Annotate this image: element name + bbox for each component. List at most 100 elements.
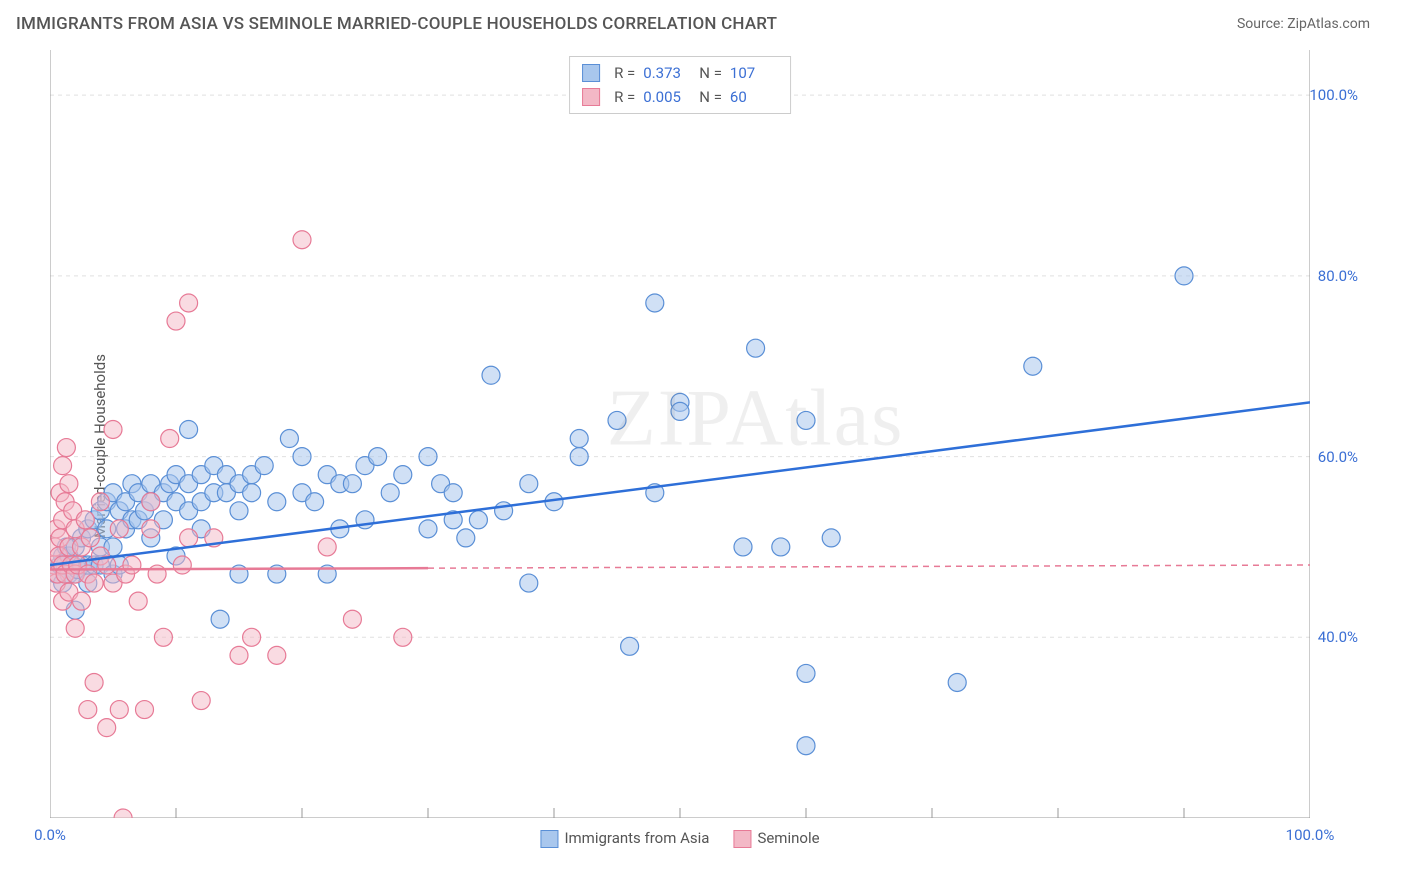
- scatter-point: [180, 294, 198, 312]
- scatter-point: [394, 628, 412, 646]
- scatter-point: [180, 420, 198, 438]
- legend-swatch: [582, 64, 600, 82]
- scatter-point: [268, 493, 286, 511]
- n-label: N =: [699, 61, 722, 85]
- legend-label: Seminole: [757, 829, 819, 847]
- scatter-point: [104, 420, 122, 438]
- scatter-point: [230, 502, 248, 520]
- legend-swatch: [540, 830, 558, 848]
- scatter-point: [230, 646, 248, 664]
- scatter-point: [57, 439, 75, 457]
- scatter-point: [747, 339, 765, 357]
- scatter-point: [671, 402, 689, 420]
- legend-label: Immigrants from Asia: [564, 829, 709, 847]
- r-label: R =: [614, 61, 635, 85]
- scatter-point: [243, 484, 261, 502]
- scatter-point: [243, 628, 261, 646]
- scatter-point: [570, 448, 588, 466]
- n-value: 107: [730, 61, 778, 85]
- scatter-point: [66, 619, 84, 637]
- scatter-point: [797, 737, 815, 755]
- n-label: N =: [699, 85, 722, 109]
- scatter-point: [123, 556, 141, 574]
- scatter-point: [110, 701, 128, 719]
- scatter-point: [797, 664, 815, 682]
- scatter-point: [54, 457, 72, 475]
- scatter-point: [343, 610, 361, 628]
- y-tick-label: 100.0%: [1309, 86, 1358, 104]
- scatter-point: [822, 529, 840, 547]
- scatter-point: [293, 231, 311, 249]
- scatter-plot: [50, 50, 1310, 818]
- scatter-point: [608, 411, 626, 429]
- scatter-point: [520, 574, 538, 592]
- scatter-point: [369, 448, 387, 466]
- scatter-point: [173, 556, 191, 574]
- scatter-point: [148, 565, 166, 583]
- scatter-point: [76, 511, 94, 529]
- r-value: 0.005: [643, 85, 691, 109]
- x-tick-label: 0.0%: [34, 826, 66, 844]
- scatter-point: [419, 520, 437, 538]
- scatter-point: [211, 610, 229, 628]
- source-label: Source:: [1237, 16, 1287, 32]
- scatter-point: [1024, 357, 1042, 375]
- scatter-point: [73, 592, 91, 610]
- scatter-point: [79, 701, 97, 719]
- scatter-point: [81, 529, 99, 547]
- scatter-point: [60, 475, 78, 493]
- header-row: IMMIGRANTS FROM ASIA VS SEMINOLE MARRIED…: [0, 0, 1406, 40]
- scatter-point: [797, 411, 815, 429]
- scatter-point: [1175, 267, 1193, 285]
- series-legend: Immigrants from Asia Seminole: [540, 829, 819, 848]
- scatter-point: [469, 511, 487, 529]
- scatter-point: [343, 475, 361, 493]
- legend-swatch: [582, 88, 600, 106]
- scatter-point: [318, 538, 336, 556]
- stat-row: R =0.373N =107: [582, 61, 778, 85]
- scatter-point: [161, 430, 179, 448]
- scatter-point: [85, 574, 103, 592]
- scatter-point: [734, 538, 752, 556]
- y-tick-label: 60.0%: [1318, 448, 1358, 466]
- scatter-point: [142, 520, 160, 538]
- scatter-point: [255, 457, 273, 475]
- trend-line-extrapolated: [428, 565, 1310, 568]
- scatter-point: [142, 493, 160, 511]
- stat-row: R = 0.005 N = 60: [582, 85, 778, 109]
- n-value: 60: [730, 85, 778, 109]
- scatter-point: [129, 592, 147, 610]
- chart-title: IMMIGRANTS FROM ASIA VS SEMINOLE MARRIED…: [16, 14, 777, 34]
- x-tick-label: 100.0%: [1286, 826, 1335, 844]
- scatter-point: [110, 520, 128, 538]
- scatter-point: [293, 448, 311, 466]
- y-tick-label: 40.0%: [1318, 628, 1358, 646]
- scatter-point: [91, 493, 109, 511]
- scatter-point: [180, 529, 198, 547]
- scatter-point: [381, 484, 399, 502]
- scatter-point: [621, 637, 639, 655]
- legend-swatch: [733, 830, 751, 848]
- source-name: ZipAtlas.com: [1287, 16, 1370, 32]
- r-label: R =: [614, 85, 635, 109]
- scatter-point: [646, 294, 664, 312]
- scatter-point: [948, 673, 966, 691]
- scatter-point: [444, 484, 462, 502]
- scatter-point: [419, 448, 437, 466]
- scatter-point: [85, 673, 103, 691]
- scatter-point: [394, 466, 412, 484]
- scatter-point: [482, 366, 500, 384]
- scatter-point: [114, 809, 132, 818]
- scatter-point: [772, 538, 790, 556]
- scatter-point: [457, 529, 475, 547]
- legend-item: Seminole: [733, 829, 819, 848]
- source-attribution: Source: ZipAtlas.com: [1237, 16, 1370, 32]
- scatter-point: [154, 628, 172, 646]
- plot-container: ZIPAtlas R =0.373N =107R =0.005N =60 Imm…: [50, 50, 1310, 818]
- scatter-point: [192, 692, 210, 710]
- scatter-point: [280, 430, 298, 448]
- scatter-point: [98, 719, 116, 737]
- y-tick-label: 80.0%: [1318, 267, 1358, 285]
- scatter-point: [306, 493, 324, 511]
- trend-line: [50, 568, 428, 569]
